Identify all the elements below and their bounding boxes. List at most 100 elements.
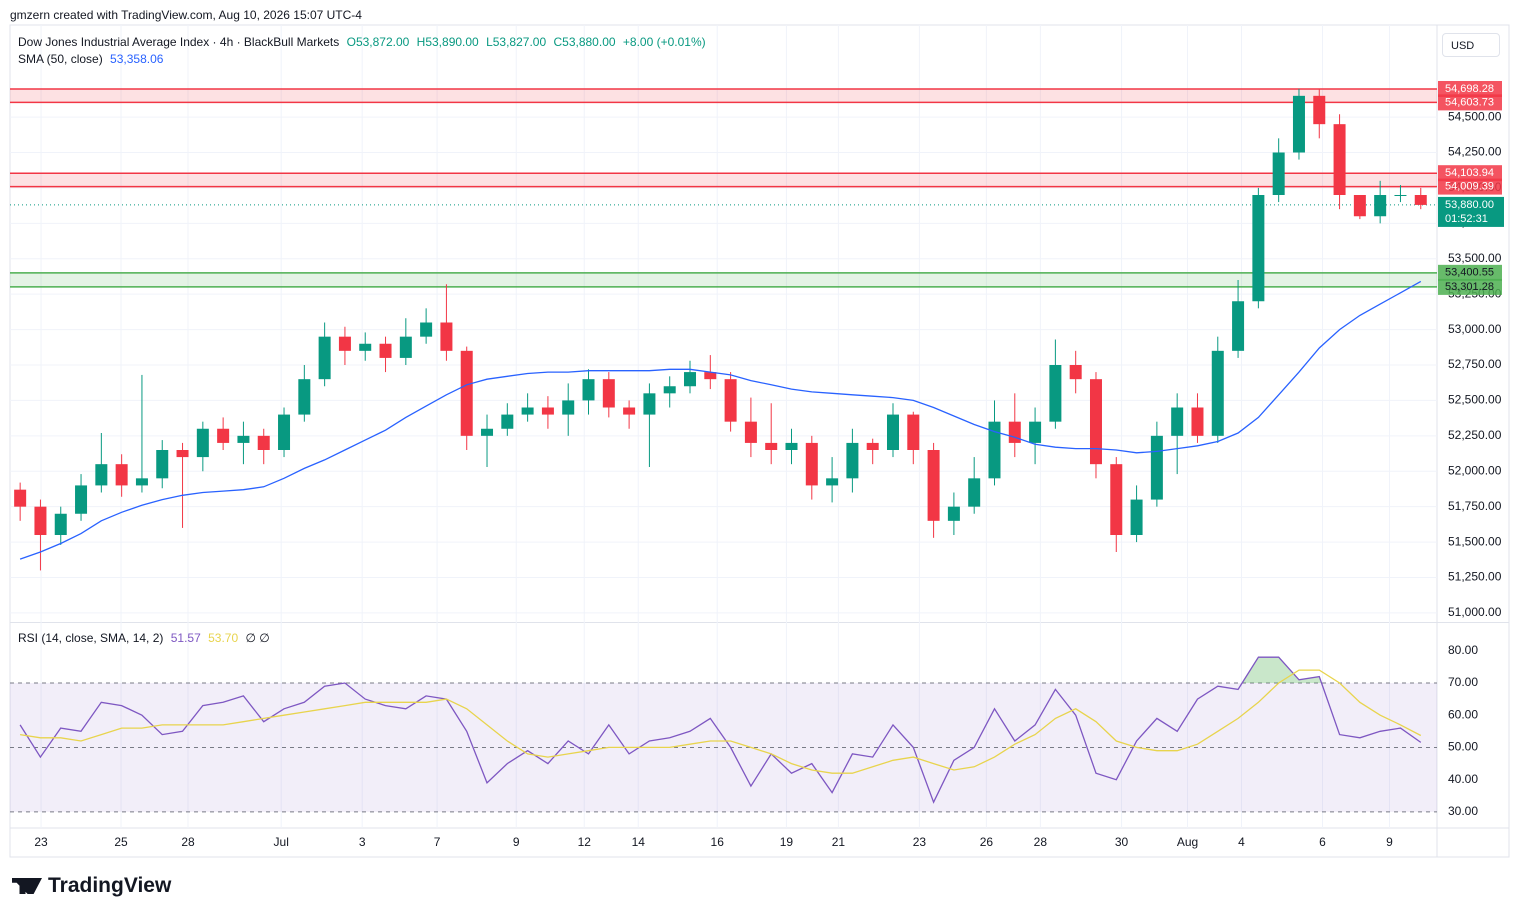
candle-body: [602, 379, 615, 408]
candle-body: [1110, 464, 1123, 535]
candle-body: [1313, 95, 1326, 125]
candle-body: [440, 322, 453, 351]
x-tick-label: 25: [114, 835, 128, 849]
candle-body: [420, 322, 433, 337]
candle-body: [744, 421, 757, 443]
candle-body: [359, 343, 372, 351]
brand-name: TradingView: [48, 874, 172, 897]
candle-body: [1150, 435, 1163, 500]
y-tick-label: 53,000.00: [1448, 322, 1502, 336]
brand-logo: TradingView: [12, 874, 171, 898]
x-tick-label: 28: [1034, 835, 1048, 849]
candle-body: [562, 400, 575, 415]
rsi-tick-label: 30.00: [1448, 804, 1478, 818]
zone-price-label: 53,301.28: [1445, 281, 1494, 293]
candle-body: [947, 506, 960, 521]
ohlc-high: H53,890.00: [416, 35, 479, 49]
candle-body: [1211, 350, 1224, 436]
rsi-tick-label: 70.00: [1448, 675, 1478, 689]
candle-body: [1191, 407, 1204, 436]
candle-body: [501, 414, 514, 429]
ohlc-close: C53,880.00: [553, 35, 616, 49]
candle-body: [1029, 421, 1042, 443]
candle-body: [907, 414, 920, 450]
candle-body: [379, 343, 392, 358]
last-price-label: 53,880.00: [1445, 199, 1494, 211]
candle-body: [765, 442, 778, 450]
candle-body: [257, 435, 270, 450]
sma-line: [19, 280, 1422, 560]
sma-name: SMA (50, close): [18, 52, 103, 66]
symbol: Dow Jones Industrial Average Index · 4h …: [18, 35, 340, 49]
candle-body: [582, 379, 595, 401]
candle-body: [460, 350, 473, 436]
candle-body: [399, 336, 412, 358]
zone-price-label: 54,698.28: [1445, 83, 1494, 95]
candle-body: [704, 372, 717, 380]
candle-body: [1353, 195, 1366, 217]
rsi-tick-label: 50.00: [1448, 740, 1478, 754]
x-tick-label: 4: [1238, 835, 1245, 849]
candle-body: [217, 428, 230, 443]
zone-price-label: 54,009.39: [1445, 180, 1494, 192]
candle-body: [338, 336, 351, 351]
y-tick-label: 52,250.00: [1448, 428, 1502, 442]
x-tick-label: 23: [34, 835, 48, 849]
candle-body: [1292, 95, 1305, 153]
candle-body: [1171, 407, 1184, 436]
candle-body: [1333, 124, 1346, 195]
rsi-extra: ∅ ∅: [245, 631, 270, 645]
y-tick-label: 52,000.00: [1448, 463, 1502, 477]
candle-body: [968, 478, 981, 507]
sma-legend: SMA (50, close) 53,358.06: [18, 52, 167, 66]
candle-body: [1049, 365, 1062, 422]
candle-body: [724, 379, 737, 422]
currency-button[interactable]: USD: [1442, 33, 1500, 57]
zone-price-tag: [1438, 165, 1502, 182]
sma-value: 53,358.06: [110, 52, 164, 66]
candle-body: [684, 372, 697, 387]
x-tick-label: 30: [1115, 835, 1129, 849]
zone-price-label: 54,603.73: [1445, 96, 1494, 108]
x-tick-label: 28: [181, 835, 195, 849]
candle-body: [54, 513, 67, 535]
candle-body: [196, 428, 209, 458]
candle-body: [805, 442, 818, 486]
candle-body: [866, 442, 879, 450]
zone-price-tag: [1438, 80, 1502, 97]
y-tick-label: 54,500.00: [1448, 109, 1502, 123]
candle-body: [278, 414, 291, 450]
y-tick-label: 51,500.00: [1448, 534, 1502, 548]
candle-body: [95, 464, 108, 486]
candle-body: [318, 336, 331, 380]
rsi-ma-line: [19, 669, 1422, 774]
candle-body: [663, 386, 676, 394]
x-tick-label: 26: [980, 835, 994, 849]
ohlc-open: O53,872.00: [346, 35, 410, 49]
candle-body: [34, 506, 47, 535]
x-tick-label: Jul: [274, 835, 289, 849]
x-tick-label: 6: [1319, 835, 1326, 849]
y-tick-label: 51,250.00: [1448, 570, 1502, 584]
candle-body: [927, 450, 940, 521]
candle-body: [237, 435, 250, 443]
candle-body: [1069, 365, 1082, 380]
x-tick-label: 16: [711, 835, 725, 849]
y-tick-label: 53,500.00: [1448, 251, 1502, 265]
candle-body: [1272, 152, 1285, 195]
candle-body: [1089, 379, 1102, 465]
y-tick-label: 52,750.00: [1448, 357, 1502, 371]
countdown-label: 01:52:31: [1445, 213, 1488, 225]
candle-body: [1008, 421, 1021, 443]
author-header: gmzern created with TradingView.com, Aug…: [10, 8, 362, 22]
y-tick-label: 54,250.00: [1448, 145, 1502, 159]
candle-body: [176, 450, 189, 458]
rsi-tick-label: 40.00: [1448, 772, 1478, 786]
candle-body: [1374, 195, 1387, 217]
zone-fill: [10, 272, 1437, 287]
candle-body: [135, 478, 148, 486]
zone-price-tag: [1438, 278, 1502, 295]
candle-body: [988, 421, 1001, 479]
